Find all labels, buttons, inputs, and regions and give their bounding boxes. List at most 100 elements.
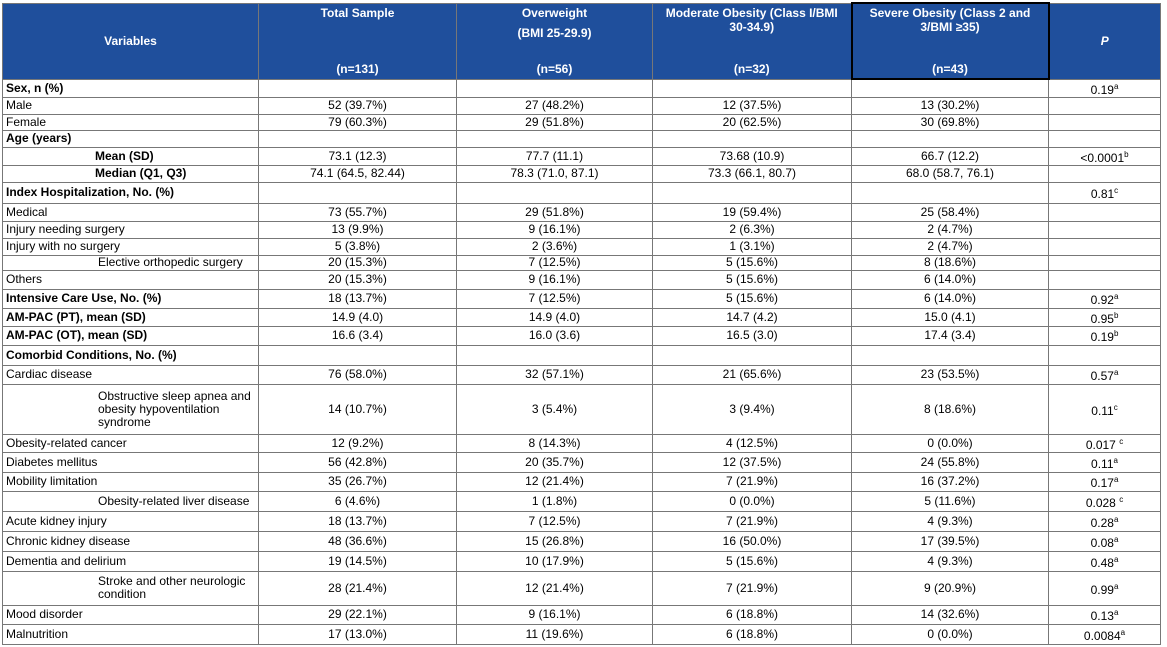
cell: 27 (48.2%) [456,96,653,115]
p-value-note: a [1113,608,1119,617]
cell: 1 (1.8%) [456,490,653,512]
header-line: (n=131) [336,61,379,76]
table-row: Elective orthopedic surgery 20 (15.3%) 7 (… [2,254,1161,271]
cell: 23 (53.5%) [851,364,1049,385]
row-label: AM-PAC (OT), mean (SD) [2,325,259,346]
p-value-note: c [1114,186,1119,195]
p-value-text: 0.017 [1085,437,1120,452]
row-label: Mean (SD) [2,146,259,166]
column-header: Moderate Obesity (Class I/BMI 30-34.9) (n… [652,2,852,80]
p-value-note: a [1113,292,1119,301]
table-row: Cardiac disease 76 (58.0%) 32 (57.1%) 21 (6… [2,364,1161,385]
cell: 6 (18.8%) [652,604,852,625]
cell: 16 (50.0%) [652,530,852,552]
cell: 25 (58.4%) [851,202,1049,222]
cell [456,181,653,204]
row-label: Male [2,96,259,115]
cell: 35 (26.7%) [258,471,457,492]
cell: 74.1 (64.5, 82.44) [258,164,457,183]
cell [851,181,1049,204]
cell: 68.0 (58.7, 76.1) [851,164,1049,183]
cell: 9 (16.1%) [456,220,653,239]
cell: 7 (21.9%) [652,570,852,606]
cell: 14.7 (4.2) [652,307,852,327]
table-row: Mood disorder 29 (22.1%) 9 (16.1%) 6 (18.8%… [2,604,1161,625]
row-label: Injury needing surgery [2,220,259,239]
table-row: Intensive Care Use, No. (%) 18 (13.7%) 7 (… [2,288,1161,309]
cell: 28 (21.4%) [258,570,457,606]
cell: 52 (39.7%) [258,96,457,115]
cell: 20 (35.7%) [456,451,653,473]
p-value-note: a [1113,534,1119,544]
cell: 8 (14.3%) [456,433,653,453]
cell: 5 (11.6%) [851,490,1049,512]
table-row: Malnutrition 17 (13.0%) 11 (19.6%) 6 (18.8%… [2,623,1161,645]
cell: 5 (15.6%) [652,288,852,309]
p-value [1048,269,1161,290]
table-row: Diabetes mellitus 56 (42.8%) 20 (35.7%) 12 … [2,451,1161,473]
cell: 73.68 (10.9) [652,146,852,166]
cell: 19 (59.4%) [652,202,852,222]
cell: 9 (20.9%) [851,570,1049,606]
row-label: Chronic kidney disease [2,530,259,552]
header-line: Overweight [521,5,588,20]
cell: 8 (18.6%) [851,383,1049,435]
cell: 3 (9.4%) [652,383,852,435]
row-label: Diabetes mellitus [2,451,259,473]
cell: 2 (3.6%) [456,237,653,256]
cell: 29 (51.8%) [456,202,653,222]
cell [258,78,457,98]
column-header: Severe Obesity (Class 2 and 3/BMI ≥35) (n… [850,2,1050,80]
column-header: Total Sample (n=131) [258,2,457,80]
p-value-text: 0.92 [1090,293,1114,307]
row-label: Dementia and delirium [2,550,259,572]
cell: 30 (69.8%) [851,113,1049,131]
cell: 20 (15.3%) [258,254,457,271]
table-row: Sex, n (%) 0.19a [2,78,1161,98]
cell: 4 (9.3%) [851,550,1049,572]
cell [851,129,1049,148]
row-label: Acute kidney injury [2,510,259,532]
cell: 15 (26.8%) [456,530,653,552]
header-text: Moderate Obesity (Class I/BMI 30-34.9) (n… [657,6,847,76]
cell: 48 (36.6%) [258,530,457,552]
cell: 73.1 (12.3) [258,146,457,166]
p-value-text: 0.08 [1090,535,1114,550]
cell: 12 (21.4%) [456,570,653,606]
row-label: Mobility limitation [2,471,259,492]
cell [652,78,852,98]
p-value-text: 0.19 [1090,330,1114,344]
p-value: <0.0001b [1048,146,1161,166]
p-value-text: 0.17 [1090,476,1114,490]
p-value: 0.028 c [1048,490,1161,512]
p-value: 0.17a [1048,471,1161,492]
p-value: 0.13a [1048,604,1161,625]
cell: 7 (21.9%) [652,471,852,492]
row-label: Comorbid Conditions, No. (%) [2,344,259,366]
row-label: Mood disorder [2,604,259,625]
table-row: Male 52 (39.7%) 27 (48.2%) 12 (37.5%) 13 (30… [2,96,1161,115]
table-row: Others 20 (15.3%) 9 (16.1%) 5 (15.6%) 6 (14.… [2,269,1161,290]
cell: 5 (15.6%) [652,254,852,271]
p-value-note: c [1113,402,1118,412]
p-value-text: 0.11 [1091,403,1114,418]
p-value-text: 0.81 [1090,187,1115,201]
p-value: 0.57a [1048,364,1161,385]
cell: 0 (0.0%) [851,433,1049,453]
header-text: Overweight (BMI 25-29.9) (n=56) [461,6,648,76]
cell [652,129,852,148]
column-header: Overweight (BMI 25-29.9) (n=56) [456,2,653,80]
cell: 12 (37.5%) [652,451,852,473]
cell: 56 (42.8%) [258,451,457,473]
table-row: Medical 73 (55.7%) 29 (51.8%) 19 (59.4%) 25 … [2,202,1161,222]
cell: 12 (37.5%) [652,96,852,115]
cell: 4 (9.3%) [851,510,1049,532]
cell: 73.3 (66.1, 80.7) [652,164,852,183]
p-value-note: a [1113,81,1119,91]
row-label: Cardiac disease [2,364,259,385]
p-value: 0.0084a [1048,623,1161,645]
p-value: 0.11a [1048,451,1161,473]
header-line: (n=32) [733,61,770,76]
